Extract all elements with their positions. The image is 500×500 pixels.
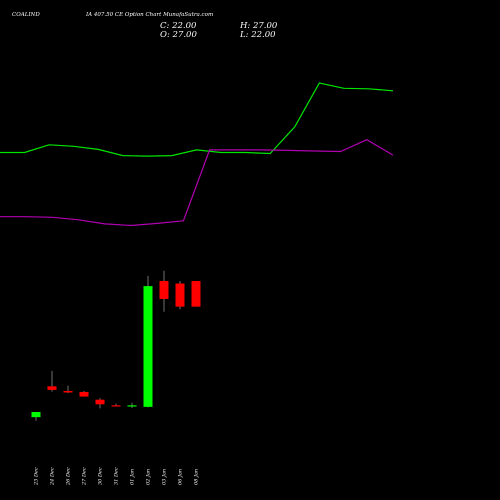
x-tick-label: 23 Dec — [34, 467, 40, 486]
candle-up — [127, 405, 137, 407]
x-tick-label: 31 Dec — [114, 467, 120, 485]
candle-down — [175, 283, 185, 307]
x-tick-label: 26 Dec — [66, 467, 72, 486]
chart-symbol: COALIND — [12, 12, 40, 18]
low-value: L: 22.00 — [239, 30, 276, 40]
x-axis-labels: 23 Dec 24 Dec 26 Dec 27 Dec 30 Dec 31 Dec 01 J… — [34, 467, 200, 486]
high-value: H: 27.00 — [239, 21, 278, 31]
candle-down — [191, 280, 201, 307]
candle-down — [95, 399, 105, 405]
indicator-lines — [0, 82, 394, 227]
chart-title: IA 407.50 CE Option Chart MunafaSutra.co… — [85, 12, 213, 18]
candle-down — [63, 390, 73, 393]
candle-down — [159, 280, 169, 299]
x-tick-label: 30 Dec — [98, 467, 104, 485]
candle-down — [111, 405, 121, 407]
candles — [31, 270, 201, 421]
green-indicator-line — [0, 82, 394, 157]
x-tick-label: 03 Jan — [162, 469, 168, 485]
close-value: C: 22.00 — [160, 21, 197, 31]
purple-indicator-line — [0, 139, 394, 227]
candle-down — [47, 386, 57, 390]
candle-up — [31, 412, 41, 418]
x-tick-label: 24 Dec — [50, 467, 56, 486]
candle-up — [143, 286, 153, 407]
x-tick-label: 01 Jan — [130, 469, 136, 485]
x-tick-label: 02 Jan — [146, 469, 152, 485]
x-tick-label: 27 Dec — [82, 467, 88, 486]
open-value: O: 27.00 — [160, 30, 197, 40]
x-tick-label: 06 Jan — [178, 469, 184, 485]
candle-down — [79, 391, 89, 397]
x-tick-label: 08 Jan — [194, 469, 200, 485]
